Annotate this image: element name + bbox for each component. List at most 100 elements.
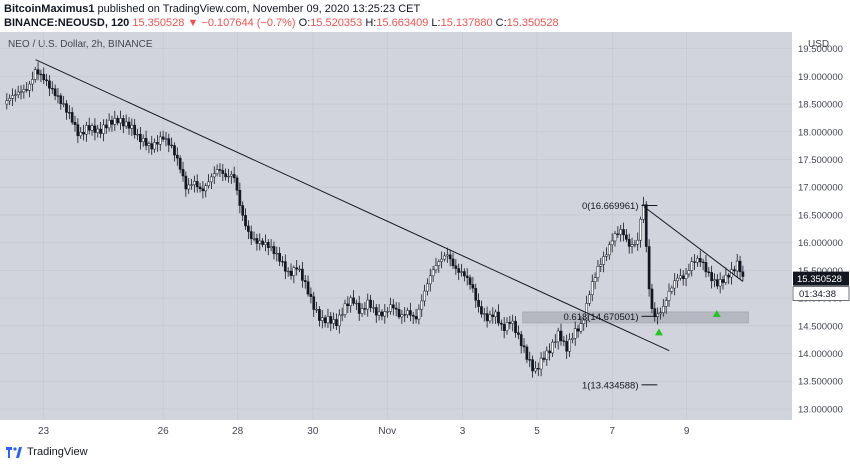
candle-body — [457, 268, 461, 273]
candle-body — [8, 98, 11, 102]
candle-body — [164, 138, 168, 140]
plot-area[interactable] — [0, 32, 792, 420]
candle-body — [445, 254, 449, 257]
candle-body — [252, 238, 256, 240]
price-change: −0.107644 (−0.7%) — [201, 17, 296, 29]
fib-level-label: 1(13.434588) — [582, 380, 639, 391]
candle-body — [93, 125, 97, 133]
candle-body — [465, 275, 469, 278]
y-tick-label: 14.000000 — [798, 349, 843, 360]
open-value: 15.520353 — [310, 17, 363, 29]
candle-body — [298, 268, 301, 271]
candle-body — [650, 288, 654, 309]
candle-body — [553, 341, 557, 343]
candle-body — [193, 181, 196, 186]
candle-body — [139, 133, 142, 143]
candle-body — [218, 169, 222, 171]
candle-body — [502, 324, 506, 331]
candle-body — [82, 131, 85, 135]
y-tick-label: 18.000000 — [798, 127, 843, 138]
candle-body — [454, 265, 458, 269]
candle-body — [266, 242, 270, 248]
candle-body — [599, 264, 603, 267]
candle-body — [73, 122, 77, 125]
candle-body — [16, 91, 20, 96]
candle-body — [337, 314, 341, 327]
candle-body — [99, 128, 102, 134]
candle-body — [303, 280, 307, 282]
candle-body — [229, 174, 233, 177]
candle-body — [309, 293, 313, 297]
candle-body — [610, 240, 614, 245]
candle-body — [272, 246, 276, 254]
candle-body — [693, 261, 696, 263]
candle-body — [661, 306, 665, 313]
candle-body — [488, 314, 492, 322]
candle-body — [602, 256, 605, 265]
candle-body — [292, 267, 296, 276]
price-chart[interactable]: NEO / U.S. Dollar, 2h, BINANCE USD 19.50… — [0, 32, 850, 442]
candle-body — [715, 279, 719, 287]
candle-body — [676, 277, 679, 282]
candle-body — [335, 319, 338, 327]
candle-body — [366, 299, 370, 310]
candle-body — [343, 303, 347, 315]
candle-body — [175, 154, 179, 159]
candle-body — [130, 124, 134, 129]
x-tick-label: 28 — [232, 426, 244, 437]
candle-body — [522, 345, 526, 348]
candle-body — [485, 313, 489, 322]
candle-body — [11, 95, 14, 99]
candle-body — [301, 268, 304, 281]
candle-body — [121, 118, 125, 127]
time-axis[interactable] — [0, 420, 792, 442]
close-label: C: — [495, 17, 507, 29]
high-label: H: — [365, 17, 377, 29]
candle-body — [210, 176, 213, 183]
candle-body — [190, 184, 193, 186]
candle-body — [627, 239, 631, 247]
candle-body — [596, 266, 600, 279]
candle-body — [636, 239, 640, 245]
candle-body — [31, 79, 34, 85]
candle-body — [431, 269, 435, 277]
price-axis[interactable] — [792, 32, 850, 442]
candle-body — [380, 311, 384, 317]
candle-body — [735, 260, 739, 272]
candle-body — [738, 260, 742, 273]
candle-body — [244, 215, 247, 227]
candle-body — [278, 253, 281, 262]
x-tick-label: 3 — [460, 426, 466, 437]
fib-level-label: 0(16.669961) — [582, 201, 639, 212]
support-zone — [522, 311, 749, 324]
candle-body — [187, 184, 191, 190]
author-name[interactable]: BitcoinMaximus1 — [4, 3, 95, 15]
x-tick-label: 9 — [684, 426, 690, 437]
candle-body — [383, 311, 387, 317]
candle-body — [534, 368, 537, 372]
candle-body — [360, 308, 364, 314]
candle-body — [511, 320, 515, 324]
y-tick-label: 19.000000 — [798, 72, 843, 83]
candle-body — [593, 277, 597, 282]
candle-body — [423, 290, 426, 302]
candle-body — [630, 244, 634, 247]
candle-body — [25, 89, 29, 91]
candle-body — [733, 269, 736, 272]
candle-body — [414, 316, 418, 320]
candle-body — [721, 279, 725, 283]
candle-body — [258, 240, 262, 244]
candle-body — [525, 346, 529, 360]
y-tick-label: 13.500000 — [798, 377, 843, 388]
ohlc-line: BINANCE:NEOUSD, 120 15.350528 ▼ −0.10764… — [4, 17, 559, 29]
candle-body — [369, 299, 372, 308]
candle-body — [181, 169, 185, 177]
candle-body — [147, 143, 151, 146]
candle-body — [352, 297, 355, 304]
candle-body — [434, 265, 438, 271]
footer-brand[interactable]: TradingView — [27, 446, 88, 458]
candle-body — [428, 275, 432, 285]
candle-body — [67, 112, 71, 114]
candle-body — [528, 359, 532, 361]
local-trendline — [643, 206, 744, 282]
